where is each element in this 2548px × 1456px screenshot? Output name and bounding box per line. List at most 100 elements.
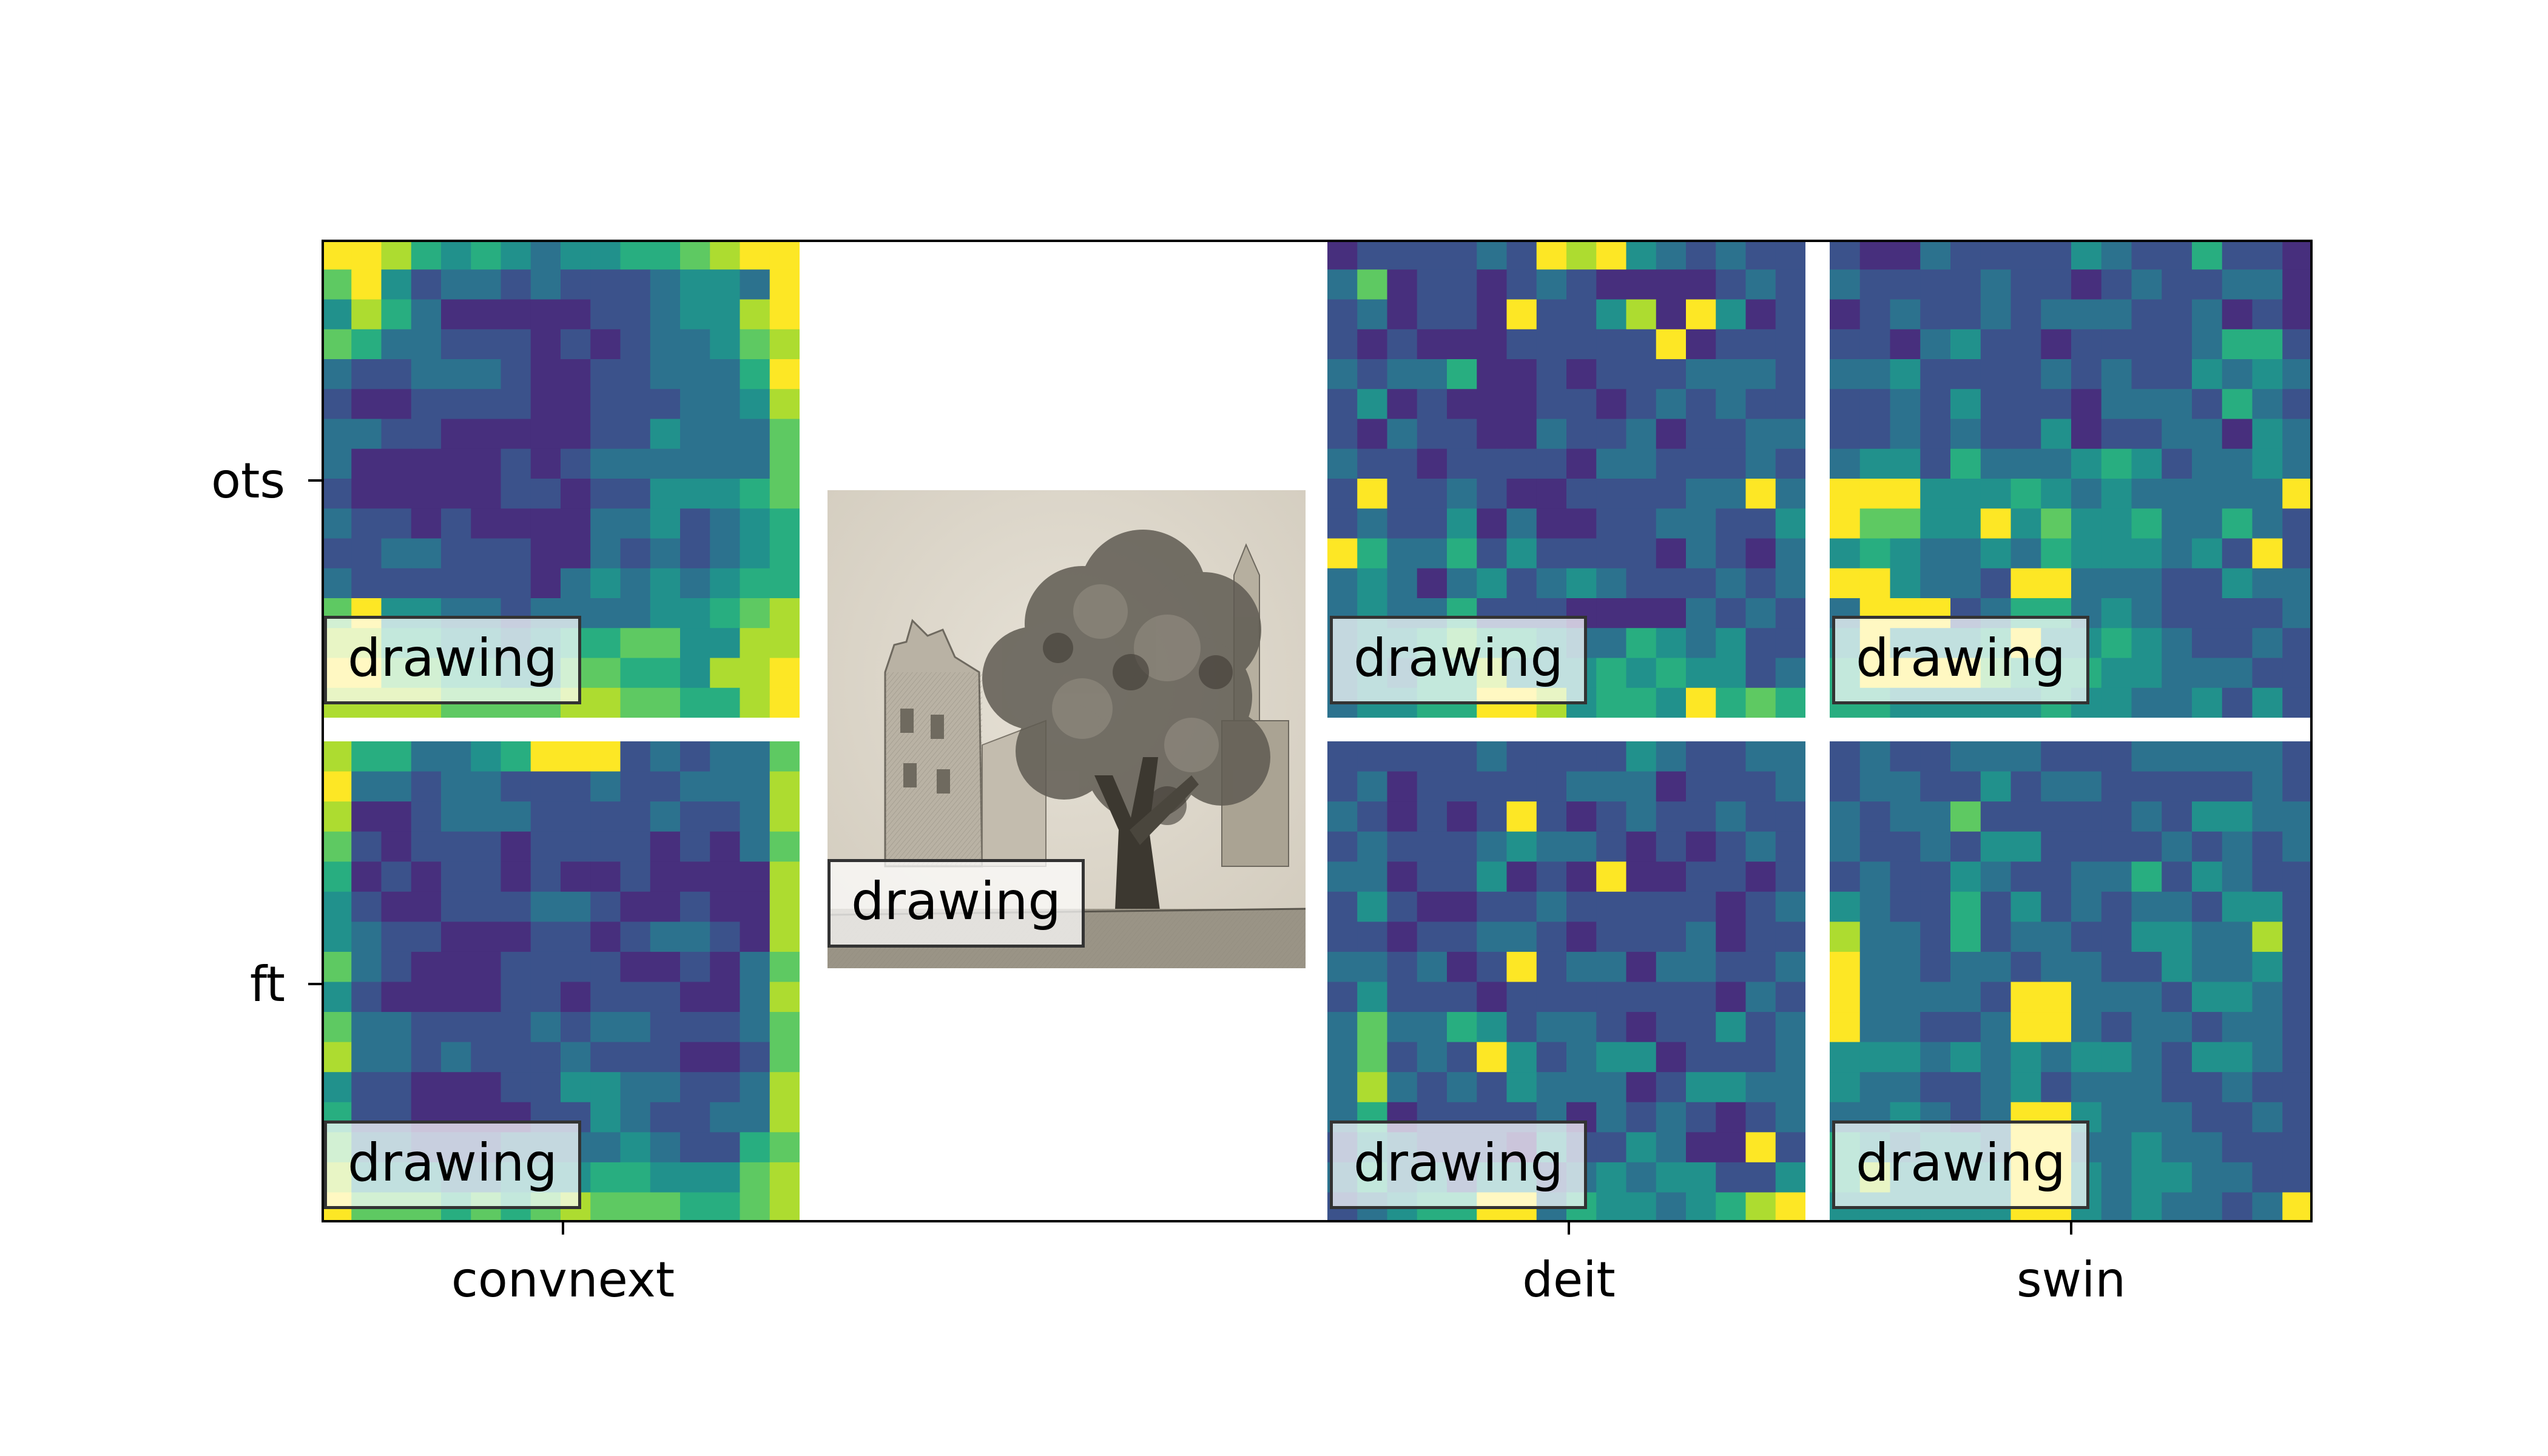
heatmap-cell <box>769 951 800 983</box>
heatmap-cell <box>590 1192 621 1222</box>
heatmap-cell <box>2252 479 2283 509</box>
heatmap-cell <box>769 1042 800 1073</box>
heatmap-cell <box>1417 741 1448 772</box>
heatmap-cell <box>1536 861 1567 892</box>
heatmap-cell <box>411 861 442 892</box>
heatmap-cell <box>1387 329 1418 360</box>
heatmap-cell <box>1775 861 1805 892</box>
heatmap-cell <box>1506 951 1537 983</box>
heatmap-cell <box>411 1072 442 1103</box>
heatmap-cell <box>2192 538 2223 569</box>
heatmap-cell <box>411 359 442 389</box>
heatmap-cell <box>1656 359 1687 389</box>
heatmap-cell <box>2131 448 2162 479</box>
heatmap-cell <box>2252 1192 2283 1222</box>
heatmap-cell <box>1890 299 1921 330</box>
heatmap-cell <box>2131 1192 2162 1222</box>
heatmap-cell <box>441 299 471 330</box>
heatmap-cell <box>2252 658 2283 689</box>
heatmap-cell <box>680 771 710 802</box>
heatmap-cell <box>769 538 800 569</box>
heatmap-cell <box>1830 448 1861 479</box>
heatmap-cell <box>1327 982 1358 1013</box>
heatmap-cell <box>650 1132 681 1163</box>
heatmap-cell <box>650 299 681 330</box>
heatmap-cell <box>1477 771 1508 802</box>
heatmap-cell <box>2222 1012 2253 1043</box>
heatmap-cell <box>769 359 800 389</box>
heatmap-cell <box>411 568 442 599</box>
heatmap-cell <box>1596 508 1627 539</box>
heatmap-cell <box>2162 389 2192 420</box>
heatmap-cell <box>441 419 471 450</box>
heatmap-cell <box>411 389 442 420</box>
heatmap-cell <box>1890 741 1921 772</box>
heatmap-cell <box>2131 419 2162 450</box>
heatmap-cell <box>2162 951 2192 983</box>
heatmap-cell <box>1980 448 2012 479</box>
heatmap-cell <box>1950 538 1981 569</box>
heatmap-cell <box>1626 741 1657 772</box>
heatmap-cell <box>1387 359 1418 389</box>
heatmap-cell <box>1506 329 1537 360</box>
heatmap-cell <box>1920 508 1951 539</box>
heatmap-cell <box>1830 299 1861 330</box>
heatmap-cell <box>1656 479 1687 509</box>
heatmap-ft-convnext: drawing <box>322 741 800 1222</box>
heatmap-cell <box>441 448 471 479</box>
heatmap-cell <box>1596 801 1627 832</box>
heatmap-cell <box>2252 801 2283 832</box>
heatmap-cell <box>1566 299 1597 330</box>
heatmap-cell <box>530 801 561 832</box>
heatmap-cell <box>2162 1012 2192 1043</box>
heatmap-cell <box>2252 1042 2283 1073</box>
heatmap-cell <box>1506 538 1537 569</box>
heatmap-cell <box>2010 951 2041 983</box>
heatmap-cell <box>1980 891 2012 922</box>
heatmap-cell <box>1890 1042 1921 1073</box>
heatmap-cell <box>1626 299 1657 330</box>
heatmap-cell <box>620 419 651 450</box>
heatmap-cell <box>1656 389 1687 420</box>
heatmap-cell <box>381 891 412 922</box>
heatmap-cell <box>590 479 621 509</box>
heatmap-cell <box>1830 508 1861 539</box>
heatmap-cell <box>1387 419 1418 450</box>
heatmap-cell <box>2252 389 2283 420</box>
heatmap-cell <box>2101 982 2132 1013</box>
heatmap-cell <box>2222 419 2253 450</box>
heatmap-cell <box>650 240 681 270</box>
heatmap-cell <box>1387 1072 1418 1103</box>
heatmap-cell <box>2131 771 2162 802</box>
heatmap-cell <box>1890 861 1921 892</box>
heatmap-cell <box>561 240 591 270</box>
heatmap-cell <box>1506 299 1537 330</box>
heatmap-cell <box>680 508 710 539</box>
heatmap-cell <box>2162 479 2192 509</box>
heatmap-cell <box>2222 299 2253 330</box>
heatmap-cell <box>471 269 502 300</box>
heatmap-cell <box>2162 568 2192 599</box>
heatmap-cell <box>1656 1162 1687 1193</box>
heatmap-cell <box>500 508 531 539</box>
heatmap-cell <box>1859 801 1891 832</box>
heatmap-cell <box>2162 1162 2192 1193</box>
heatmap-cell <box>740 329 770 360</box>
heatmap-cell <box>1447 951 1477 983</box>
heatmap-cell <box>530 741 561 772</box>
heatmap-cell <box>2282 891 2313 922</box>
heatmap-cell <box>620 801 651 832</box>
heatmap-cell <box>769 1072 800 1103</box>
heatmap-cell <box>530 891 561 922</box>
heatmap-cell <box>2010 389 2041 420</box>
heatmap-cell <box>2071 269 2102 300</box>
heatmap-cell <box>1506 508 1537 539</box>
heatmap-cell <box>471 741 502 772</box>
heatmap-cell <box>471 479 502 509</box>
heatmap-cell <box>680 891 710 922</box>
heatmap-cell <box>2222 240 2253 270</box>
heatmap-cell <box>1830 329 1861 360</box>
heatmap-cell <box>1536 240 1567 270</box>
heatmap-cell <box>2101 568 2132 599</box>
heatmap-cell <box>1327 479 1358 509</box>
